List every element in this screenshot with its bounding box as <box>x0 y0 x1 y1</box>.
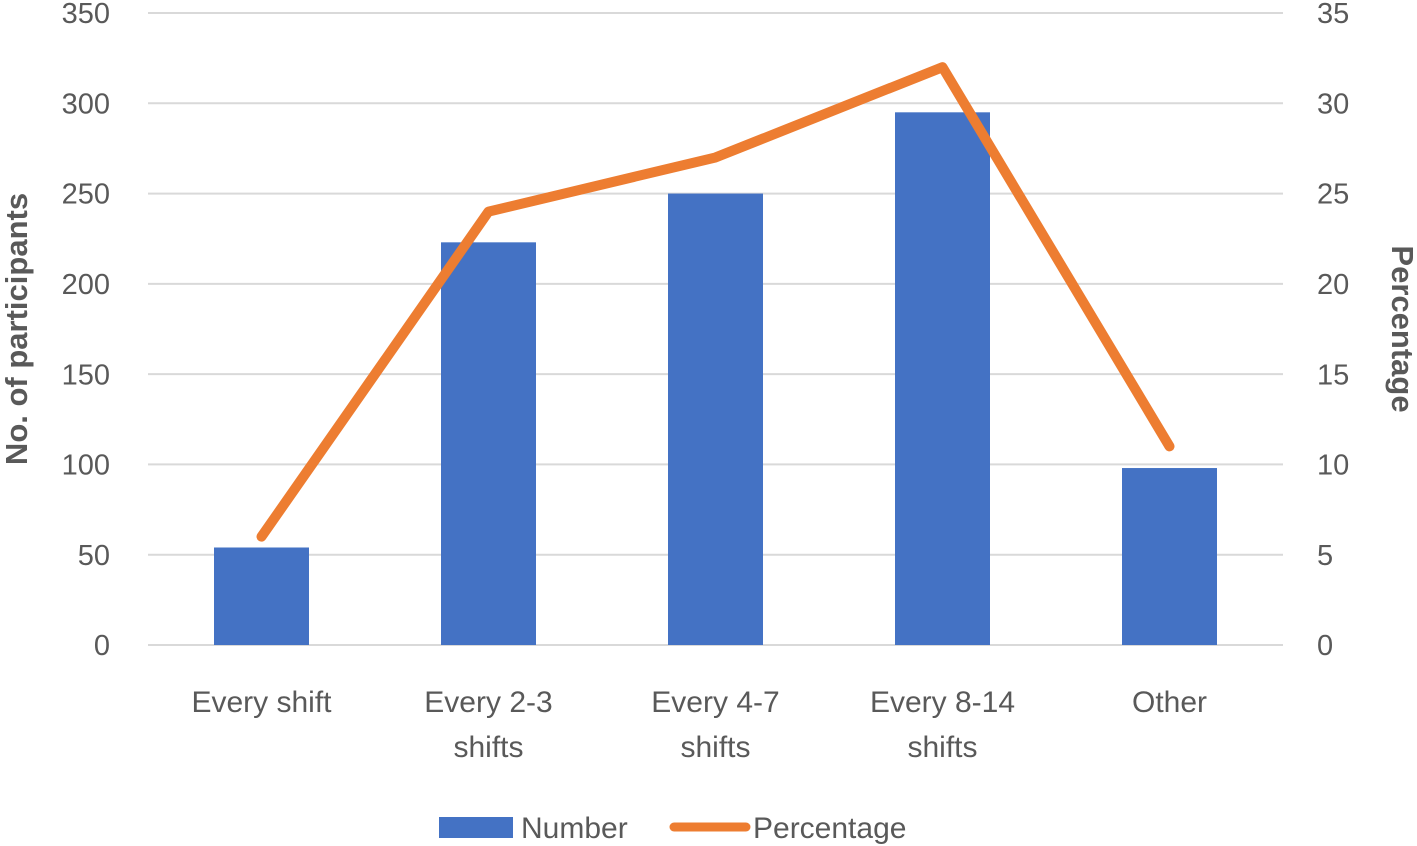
category-axis-labels: Every shift Every 2-3 shifts Every 4-7 shift… <box>191 686 1207 764</box>
left-axis-tick-label: 50 <box>78 540 110 572</box>
right-axis-tick-label: 35 <box>1317 0 1349 30</box>
line-series-percentage <box>256 62 1175 542</box>
left-axis-tick-label: 250 <box>62 179 110 211</box>
left-axis-tick-label: 0 <box>94 630 110 662</box>
legend-swatch-number-icon <box>439 817 513 838</box>
bar-every-shift <box>214 547 309 645</box>
right-axis-tick-label: 10 <box>1317 450 1349 482</box>
right-axis-tick-label: 0 <box>1317 630 1333 662</box>
category-label-every-4-7-shifts: Every 4-7 <box>651 686 779 719</box>
bar-every-8-14-shifts <box>895 112 990 646</box>
left-axis-title: No. of participants <box>0 193 34 465</box>
left-axis-tick-label: 100 <box>62 450 110 482</box>
bar-every-4-7-shifts <box>668 193 763 646</box>
left-axis-tick-labels: 0 50 100 150 200 250 300 350 <box>62 0 110 662</box>
category-label-every-2-3-shifts: shifts <box>453 731 523 764</box>
left-axis-tick-label: 300 <box>62 88 110 120</box>
category-label-other: Other <box>1132 686 1207 719</box>
category-label-every-8-14-shifts: Every 8-14 <box>870 686 1015 719</box>
left-axis-tick-label: 150 <box>62 359 110 391</box>
right-axis-tick-label: 25 <box>1317 179 1349 211</box>
left-axis-tick-label: 200 <box>62 269 110 301</box>
legend: Number Percentage <box>439 812 906 845</box>
bar-series-number <box>214 112 1217 646</box>
right-axis-tick-label: 5 <box>1317 540 1333 572</box>
category-label-every-8-14-shifts: shifts <box>907 731 977 764</box>
left-axis-tick-label: 350 <box>62 0 110 30</box>
right-axis-tick-label: 20 <box>1317 269 1349 301</box>
right-axis-tick-labels: 0 5 10 15 20 25 30 35 <box>1317 0 1349 662</box>
right-axis-title: Percentage <box>1385 245 1417 412</box>
legend-label-percentage: Percentage <box>753 812 906 845</box>
bar-every-2-3-shifts <box>441 242 536 645</box>
percentage-line <box>256 62 1175 542</box>
category-label-every-4-7-shifts: shifts <box>680 731 750 764</box>
right-axis-tick-label: 15 <box>1317 359 1349 391</box>
bar-other <box>1122 468 1217 645</box>
legend-label-number: Number <box>521 812 628 845</box>
category-label-every-shift: Every shift <box>191 686 332 719</box>
category-label-every-2-3-shifts: Every 2-3 <box>424 686 552 719</box>
right-axis-tick-label: 30 <box>1317 88 1349 120</box>
